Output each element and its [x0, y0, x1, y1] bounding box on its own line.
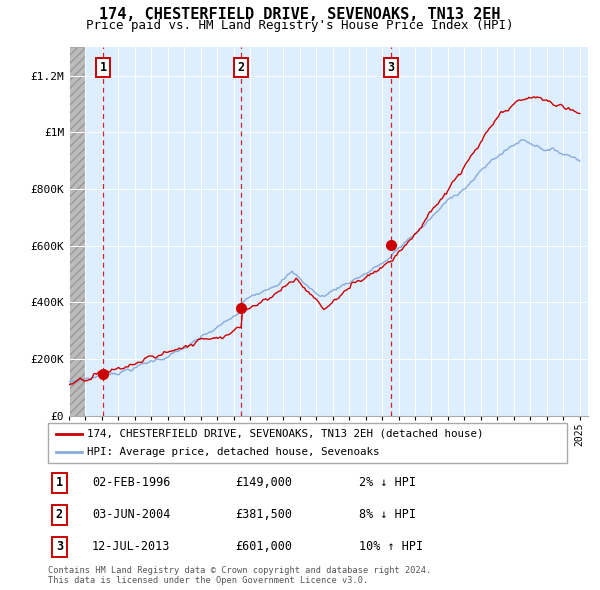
Text: 1: 1 [100, 61, 107, 74]
Text: 02-FEB-1996: 02-FEB-1996 [92, 476, 170, 489]
Bar [69, 47, 85, 416]
Text: 2% ↓ HPI: 2% ↓ HPI [359, 476, 416, 489]
Text: 8% ↓ HPI: 8% ↓ HPI [359, 508, 416, 522]
Text: HPI: Average price, detached house, Sevenoaks: HPI: Average price, detached house, Seve… [87, 447, 379, 457]
Text: £149,000: £149,000 [235, 476, 292, 489]
Text: 174, CHESTERFIELD DRIVE, SEVENOAKS, TN13 2EH (detached house): 174, CHESTERFIELD DRIVE, SEVENOAKS, TN13… [87, 429, 484, 439]
Text: 10% ↑ HPI: 10% ↑ HPI [359, 540, 424, 553]
Text: 12-JUL-2013: 12-JUL-2013 [92, 540, 170, 553]
Text: £601,000: £601,000 [235, 540, 292, 553]
Text: 174, CHESTERFIELD DRIVE, SEVENOAKS, TN13 2EH: 174, CHESTERFIELD DRIVE, SEVENOAKS, TN13… [99, 7, 501, 22]
Text: £381,500: £381,500 [235, 508, 292, 522]
Text: 3: 3 [56, 540, 63, 553]
Text: 3: 3 [387, 61, 394, 74]
Text: Contains HM Land Registry data © Crown copyright and database right 2024.: Contains HM Land Registry data © Crown c… [48, 566, 431, 575]
Text: 03-JUN-2004: 03-JUN-2004 [92, 508, 170, 522]
Text: 1: 1 [56, 476, 63, 489]
Text: 2: 2 [237, 61, 244, 74]
Text: This data is licensed under the Open Government Licence v3.0.: This data is licensed under the Open Gov… [48, 576, 368, 585]
Text: 2: 2 [56, 508, 63, 522]
FancyBboxPatch shape [48, 423, 567, 463]
Text: Price paid vs. HM Land Registry's House Price Index (HPI): Price paid vs. HM Land Registry's House … [86, 19, 514, 32]
